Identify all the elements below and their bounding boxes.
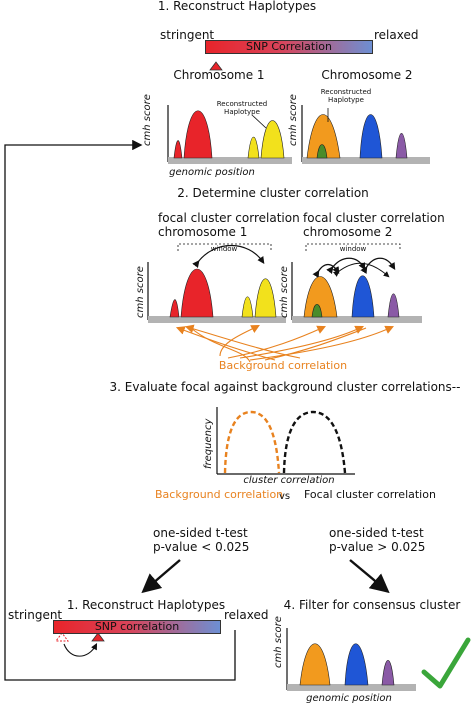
focal2-line2: chromosome 2 [303,225,393,239]
frequency-label: frequency [203,418,214,469]
peak-yellow-small [247,136,260,159]
peak-green [316,144,328,159]
left-test-line1: one-sided t-test [153,526,248,540]
focal1-line1: focal cluster correlation [158,211,300,225]
step1-title: 1. Reconstruct Haplotypes [157,0,317,13]
step3-title: 3. Evaluate focal against background clu… [109,380,461,394]
chromosome1-title: Chromosome 1 [173,68,265,82]
threshold-shift-arrow [63,643,98,657]
peak-red-large [183,110,213,159]
left-test-line2: p-value < 0.025 [153,540,250,554]
focal-plot-chromosome1 [147,243,286,323]
peak-red-small [173,140,183,159]
stringent-label-bottom: stringent [8,608,63,622]
threshold-marker-bottom [91,632,105,642]
step4-title: 4. Filter for consensus cluster [283,598,461,612]
peak-orange [306,114,341,159]
slider-label-bottom: SNP correlation [94,620,180,633]
background-correlation-legend: Background correlation [155,488,284,501]
threshold-marker-top [209,61,223,71]
cluster-correlation-label: cluster correlation [243,475,335,486]
snp-correlation-slider-bottom[interactable]: SNP correlation [53,620,221,634]
chromosome2-annotation: Reconstructed Haplotype [320,88,372,105]
relaxed-label: relaxed [374,28,419,42]
background-distribution-curve [223,410,281,474]
chromosome2-title: Chromosome 2 [321,68,413,82]
background-correlation-label: Background correlation [218,359,348,372]
check-icon [421,637,471,689]
right-decision-arrow [349,559,390,594]
y-axis-label-5: cmh score [273,616,284,668]
window-label-1: window [210,245,238,253]
y-axis-label-3: cmh score [135,266,146,318]
slider-label: SNP Correlation [246,40,332,53]
peak-yellow-large [260,120,285,159]
right-test-line2: p-value > 0.025 [329,540,426,554]
consensus-plot [286,628,416,691]
left-decision-arrow [141,559,181,594]
previous-threshold-marker [55,632,69,642]
window-label-2: window [339,245,367,253]
peak-purple [395,133,408,159]
step2-title: 2. Determine cluster correlation [177,186,369,200]
x-axis-label-2: genomic position [306,693,392,704]
focal1-line2: chromosome 1 [158,225,248,239]
distribution-plot [216,407,355,475]
focal-distribution-curve [282,410,347,474]
y-axis-label-2: cmh score [288,94,299,146]
peak-blue [359,114,383,159]
feedback-loop-arrow [4,139,236,681]
focal-plot-chromosome2 [291,243,422,323]
y-axis-label-4: cmh score [279,266,290,318]
vs-label: vs [279,491,291,502]
focal-correlation-legend: Focal cluster correlation [304,488,436,501]
stringent-label: stringent [160,28,215,42]
background-correlation-arrows [175,324,394,363]
x-axis-label-1: genomic position [169,167,255,178]
step1-bottom-title: 1. Reconstruct Haplotypes [66,598,226,612]
snp-correlation-slider[interactable]: SNP Correlation [205,40,373,54]
y-axis-label-1: cmh score [142,94,153,146]
relaxed-label-bottom: relaxed [224,608,269,622]
right-test-line1: one-sided t-test [329,526,424,540]
haplotype-annotation-line [251,114,267,129]
chromosome2-plot [301,105,430,164]
window-arc-1 [192,244,265,268]
chromosome1-annotation: Reconstructed Haplotype [216,100,268,117]
chromosome1-plot [167,105,292,164]
focal2-line1: focal cluster correlation [303,211,445,225]
